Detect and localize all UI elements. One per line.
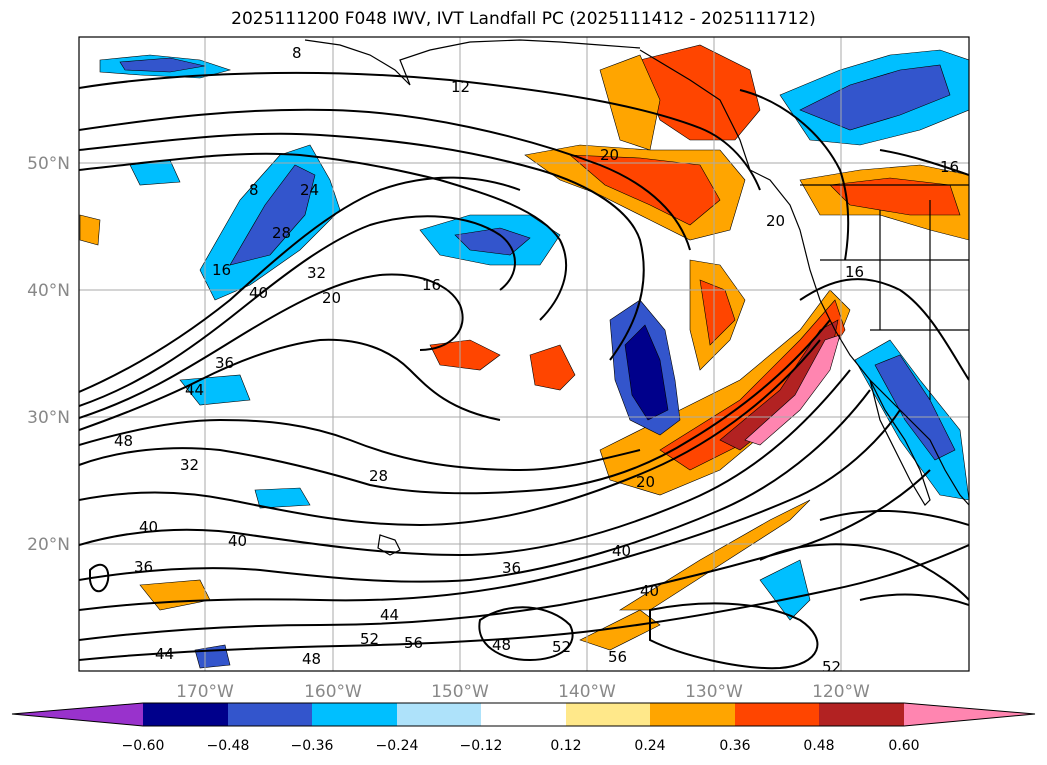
neg-anomaly-cutoff-core <box>624 324 669 421</box>
pos-anomaly-bc-coast-outer <box>599 54 661 151</box>
colorbar-outline <box>11 702 1036 727</box>
contour-label: 48 <box>302 650 321 668</box>
colorbar-tick: 0.36 <box>719 738 750 754</box>
lon-label: 130°W <box>685 682 743 702</box>
contour-label: 8 <box>292 44 302 62</box>
contour-label: 20 <box>636 473 655 491</box>
colorbar-tick: 0.12 <box>550 738 581 754</box>
contour-label: 24 <box>300 181 319 199</box>
neg-anomaly-north-lobe-core <box>799 64 951 131</box>
contour-label: 16 <box>940 158 959 176</box>
colorbar-tick: −0.60 <box>122 738 165 754</box>
map-frame <box>78 36 970 672</box>
contour-label: 28 <box>369 467 388 485</box>
contour-label: 40 <box>139 518 158 536</box>
neg-anomaly-subtropic <box>759 559 811 621</box>
lon-label: 150°W <box>431 682 489 702</box>
colorbar-tick: −0.24 <box>376 738 419 754</box>
colorbar-segment <box>228 703 312 726</box>
colorbar-segment <box>819 703 904 726</box>
pos-anomaly-main-band-peak <box>744 334 841 446</box>
colorbar-tick: 0.24 <box>634 738 665 754</box>
contour-label: 44 <box>155 645 174 663</box>
hawaii <box>377 534 401 556</box>
contour-label: 8 <box>249 181 259 199</box>
contour-value-labels: 8 12 20 16 24 28 32 36 40 44 48 52 56 32… <box>114 44 959 676</box>
contour-label: 48 <box>114 432 133 450</box>
contour-label: 44 <box>185 381 204 399</box>
contour-label: 40 <box>249 284 268 302</box>
iwv-contours <box>79 71 969 670</box>
colorbar-tick: −0.36 <box>291 738 334 754</box>
contour-label: 44 <box>380 606 399 624</box>
colorbar-tick: 0.48 <box>803 738 834 754</box>
contour-label: 20 <box>766 212 785 230</box>
contour-label: 20 <box>322 289 341 307</box>
contour-label: 48 <box>492 636 511 654</box>
contour-label: 40 <box>612 542 631 560</box>
pos-anomaly-gulf-core <box>829 177 961 216</box>
colorbar: −0.60 −0.48 −0.36 −0.24 −0.12 0.12 0.24 … <box>11 702 1036 754</box>
lat-label: 30°N <box>27 408 70 428</box>
colorbar-segment <box>143 703 228 726</box>
pos-anomaly-west <box>79 214 101 246</box>
figure-title: 2025111200 F048 IWV, IVT Landfall PC (20… <box>231 9 816 29</box>
contour-label: 56 <box>608 648 627 666</box>
colorbar-segment <box>566 703 650 726</box>
contour-label: 36 <box>215 354 234 372</box>
neg-anomaly-coastal-socal-core <box>874 354 956 461</box>
colorbar-segment <box>735 703 819 726</box>
north-america-coastline <box>639 49 969 506</box>
colorbar-tick: −0.12 <box>460 738 503 754</box>
pos-anomaly-south-lower <box>579 609 661 651</box>
colorbar-right-extension <box>904 703 1035 726</box>
colorbar-segment <box>481 703 566 726</box>
colorbar-segment <box>397 703 481 726</box>
contour-label: 32 <box>307 264 326 282</box>
contour-label: 16 <box>422 276 441 294</box>
colorbar-tick: 0.60 <box>888 738 919 754</box>
neg-anomaly-nw-ridge-core <box>229 164 316 266</box>
contour-label: 32 <box>180 456 199 474</box>
pos-anomaly-main-band-core <box>659 299 846 471</box>
contour-label: 52 <box>360 630 379 648</box>
neg-anomaly-north-strip-core <box>119 57 206 73</box>
pos-anomaly-central-2 <box>529 344 576 391</box>
neg-anomaly-small-2 <box>254 487 311 509</box>
alaska-coastline <box>304 39 641 86</box>
pos-anomaly-central <box>429 339 501 371</box>
coastlines <box>304 39 969 556</box>
latitude-labels: 50°N 40°N 30°N 20°N <box>27 154 70 555</box>
lon-label: 160°W <box>304 682 362 702</box>
contour-label: 36 <box>134 558 153 576</box>
colorbar-tick-labels: −0.60 −0.48 −0.36 −0.24 −0.12 0.12 0.24 … <box>122 738 920 754</box>
gridlines <box>79 37 969 671</box>
lat-label: 50°N <box>27 154 70 174</box>
contour-label: 16 <box>212 261 231 279</box>
contour-label: 28 <box>272 224 291 242</box>
contour-label: 40 <box>228 532 247 550</box>
contour-label: 36 <box>502 559 521 577</box>
contour-label: 52 <box>552 638 571 656</box>
contour-label: 20 <box>600 146 619 164</box>
colorbar-segment <box>312 703 397 726</box>
lat-label: 40°N <box>27 281 70 301</box>
contour-label: 40 <box>640 582 659 600</box>
lon-label: 140°W <box>558 682 616 702</box>
longitude-labels: 170°W 160°W 150°W 140°W 130°W 120°W <box>176 682 870 702</box>
contour-label: 56 <box>404 634 423 652</box>
contour-label: 52 <box>822 658 841 676</box>
colorbar-tick: −0.48 <box>207 738 250 754</box>
lat-label: 20°N <box>27 535 70 555</box>
contour-label: 12 <box>451 78 470 96</box>
colorbar-left-extension <box>12 703 143 726</box>
pos-anomaly-subtropical-core <box>699 279 736 346</box>
contour-label: 16 <box>845 263 864 281</box>
neg-anomaly-small-1 <box>179 374 251 406</box>
colorbar-segment <box>650 703 735 726</box>
baja-peninsula <box>869 379 931 506</box>
lon-label: 170°W <box>176 682 234 702</box>
lon-label: 120°W <box>812 682 870 702</box>
